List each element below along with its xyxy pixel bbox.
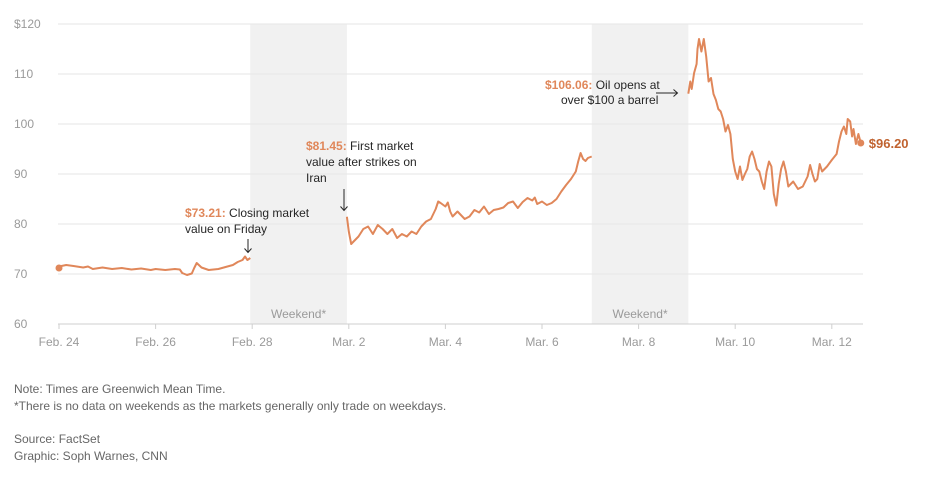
x-tick-label-3: Mar. 2 (332, 335, 366, 349)
x-tick-label-1: Feb. 26 (135, 335, 176, 349)
svg-text:over $100 a barrel: over $100 a barrel (561, 93, 658, 107)
x-tick-label-8: Mar. 12 (812, 335, 852, 349)
note-weekend: *There is no data on weekends as the mar… (14, 399, 447, 413)
svg-text:$106.06: Oil opens at: $106.06: Oil opens at (545, 78, 660, 92)
y-tick-label-80: 80 (14, 217, 28, 231)
y-tick-label-110: 110 (14, 67, 33, 81)
annotation-friday-close: $73.21: Closing market value on Friday (185, 206, 310, 254)
annotation-first-after-strikes: $81.45: First market value after strikes… (306, 139, 417, 212)
x-tick-label-6: Mar. 8 (622, 335, 656, 349)
y-tick-label-100: 100 (14, 117, 34, 131)
note-source: Source: FactSet (14, 432, 101, 446)
svg-text:value after strikes on: value after strikes on (306, 155, 417, 169)
price-line (58, 38, 862, 276)
svg-text:$73.21: Closing market: $73.21: Closing market (185, 206, 310, 220)
y-tick-label-90: 90 (14, 167, 28, 181)
y-axis-ticks: 60 70 80 90 100 110 $120 (14, 17, 41, 331)
note-graphic: Graphic: Soph Warnes, CNN (14, 449, 168, 463)
arrowhead-friday-close (244, 248, 252, 254)
chart-notes: Note: Times are Greenwich Mean Time. *Th… (14, 381, 446, 465)
y-tick-label-60: 60 (14, 317, 28, 331)
oil-price-chart: 60 70 80 90 100 110 $120 Feb. 24 Feb. 26 Feb. 28… (14, 17, 909, 349)
y-tick-label-70: 70 (14, 267, 28, 281)
x-tick-label-5: Mar. 6 (525, 335, 559, 349)
arrowhead-first-after-strikes (340, 206, 348, 212)
x-tick-label-7: Mar. 10 (715, 335, 755, 349)
x-tick-label-0: Feb. 24 (39, 335, 80, 349)
weekend-labels: Weekend* Weekend* (271, 307, 668, 321)
weekend-label-0: Weekend* (271, 307, 326, 321)
x-tick-label-2: Feb. 28 (232, 335, 273, 349)
end-value-label: $96.20 (869, 136, 909, 151)
gridlines (58, 23, 863, 325)
note-time: Note: Times are Greenwich Mean Time. (14, 382, 226, 396)
arrowhead-oil-opens (673, 89, 679, 97)
svg-text:Iran: Iran (306, 171, 327, 185)
start-point (55, 264, 63, 272)
y-tick-label-120: $120 (14, 17, 41, 31)
x-tick-label-4: Mar. 4 (429, 335, 463, 349)
x-axis-ticks: Feb. 24 Feb. 26 Feb. 28 Mar. 2 Mar. 4 Mar. 6 M… (39, 324, 852, 349)
annotation-oil-opens: $106.06: Oil opens at over $100 a barrel (545, 78, 679, 107)
svg-text:value on Friday: value on Friday (185, 222, 267, 236)
end-point (857, 139, 865, 147)
weekend-label-1: Weekend* (612, 307, 667, 321)
svg-text:$81.45: First market: $81.45: First market (306, 139, 414, 153)
